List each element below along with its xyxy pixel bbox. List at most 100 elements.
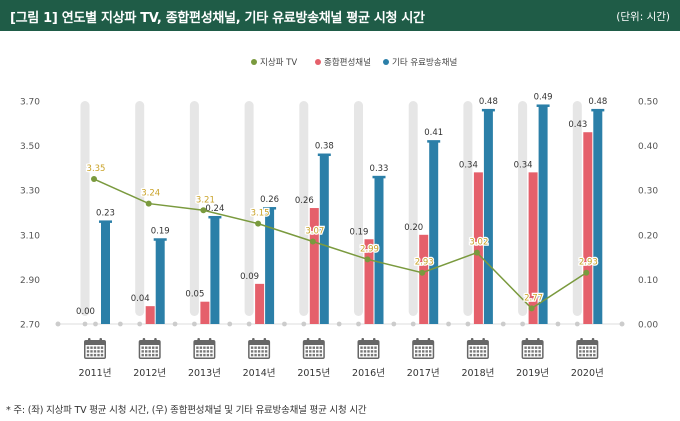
- right-tick-label: 0.40: [638, 142, 658, 152]
- left-tick-label: 3.70: [20, 98, 40, 108]
- general-value-label: 0.34: [459, 160, 478, 170]
- general-value-label: 0.43: [568, 120, 587, 130]
- bar-track: [354, 101, 363, 316]
- right-tick-label: 0.00: [638, 321, 658, 331]
- bar-pay: [593, 109, 603, 324]
- gap-dot: [446, 321, 451, 327]
- gap-dot: [282, 321, 287, 327]
- left-tick-label: 3.30: [20, 187, 40, 197]
- bar-track: [135, 101, 145, 316]
- year-label: 2019년: [516, 368, 549, 379]
- calendar-icon: [84, 338, 106, 359]
- bar-pay: [319, 154, 329, 324]
- calendar-icon: [302, 338, 325, 359]
- terrestrial-point: [145, 200, 152, 207]
- track-dot: [301, 321, 307, 327]
- bar-pay: [483, 109, 493, 324]
- terrestrial-value-label: 3.35: [87, 164, 106, 174]
- calendar-icon: [357, 338, 380, 359]
- terrestrial-point: [419, 269, 426, 276]
- track-dot: [410, 321, 416, 327]
- right-tick-label: 0.20: [638, 231, 658, 241]
- legend-label: 종합편성채널: [324, 57, 371, 68]
- gap-dot: [227, 321, 233, 327]
- pay-value-label: 0.48: [588, 97, 607, 107]
- year-label: 2017년: [407, 368, 440, 379]
- pay-value-label: 0.48: [479, 97, 498, 107]
- pay-value-label: 0.26: [260, 195, 279, 205]
- bar-general: [419, 234, 429, 324]
- terrestrial-value-label: 2.77: [524, 293, 543, 303]
- legend-marker: [383, 59, 389, 65]
- bar-pay-cap: [99, 220, 112, 223]
- terrestrial-point: [91, 176, 97, 183]
- pay-value-label: 0.19: [151, 226, 170, 236]
- bar-track: [518, 101, 528, 316]
- bar-pay-cap: [317, 153, 331, 157]
- calendar-icon: [521, 338, 544, 359]
- terrestrial-line: [93, 178, 587, 310]
- gap-dot: [172, 321, 178, 327]
- terrestrial-value-label: 2.99: [360, 244, 379, 254]
- year-label: 2015년: [297, 368, 330, 379]
- terrestrial-value-label: 3.15: [251, 209, 270, 219]
- bar-general: [364, 239, 374, 324]
- year-label: 2013년: [188, 368, 221, 379]
- general-value-label: 0.26: [295, 196, 314, 206]
- terrestrial-point: [583, 269, 590, 276]
- bar-pay-cap: [153, 238, 167, 241]
- general-value-label: 0.05: [185, 290, 204, 300]
- legend-marker: [315, 59, 321, 65]
- bar-pay-cap: [263, 207, 277, 210]
- bar-general: [528, 172, 538, 324]
- terrestrial-point: [200, 207, 207, 214]
- track-dot: [465, 321, 471, 327]
- bar-pay-cap: [536, 104, 550, 107]
- bar-track: [299, 101, 309, 316]
- gap-dot: [117, 321, 123, 327]
- bar-general: [255, 283, 265, 324]
- year-label: 2014년: [243, 368, 276, 379]
- bar-pay: [538, 105, 548, 325]
- bar-pay: [429, 141, 439, 324]
- terrestrial-value-label: 3.02: [469, 238, 488, 248]
- footnote: * 주: (좌) 지상파 TV 평균 시청 시간, (우) 종합편성채널 및 기…: [6, 405, 367, 416]
- bar-track: [408, 101, 418, 316]
- calendar-icon: [576, 338, 599, 359]
- track-dot: [137, 321, 143, 327]
- gap-dot: [336, 321, 342, 327]
- gap-dot: [391, 321, 397, 327]
- pay-value-label: 0.23: [96, 208, 115, 218]
- gap-dot: [555, 321, 561, 327]
- terrestrial-value-label: 2.93: [579, 258, 598, 268]
- calendar-icon: [248, 338, 271, 359]
- terrestrial-point: [528, 305, 535, 312]
- track-dot: [192, 321, 197, 327]
- terrestrial-point: [364, 256, 371, 263]
- terrestrial-value-label: 3.21: [196, 195, 215, 205]
- bar-general: [583, 132, 593, 324]
- legend-label: 기타 유료방송채널: [392, 57, 457, 68]
- terrestrial-value-label: 3.07: [305, 226, 324, 236]
- pay-value-label: 0.24: [205, 204, 224, 214]
- bar-pay-cap: [372, 175, 386, 179]
- bar-pay: [265, 208, 275, 324]
- axis-end-dot: [55, 321, 61, 327]
- general-value-label: 0.20: [404, 223, 423, 233]
- pay-value-label: 0.38: [315, 142, 334, 152]
- track-dot: [520, 321, 525, 327]
- year-label: 2012년: [133, 368, 166, 379]
- bar-pay-cap: [591, 108, 605, 112]
- terrestrial-point: [473, 249, 480, 256]
- bar-general: [145, 306, 155, 324]
- calendar-icon: [466, 338, 489, 359]
- calendar-icon: [193, 338, 216, 359]
- track-dot: [574, 321, 580, 327]
- right-tick-label: 0.50: [638, 98, 658, 108]
- chart-title: [그림 1] 연도별 지상파 TV, 종합편성채널, 기타 유료방송채널 평균 …: [10, 11, 425, 26]
- pay-value-label: 0.33: [370, 164, 389, 174]
- general-value-label: 0.34: [514, 160, 533, 170]
- track-dot: [82, 321, 88, 327]
- bar-track: [463, 101, 473, 316]
- general-value-label: 0.19: [350, 227, 369, 237]
